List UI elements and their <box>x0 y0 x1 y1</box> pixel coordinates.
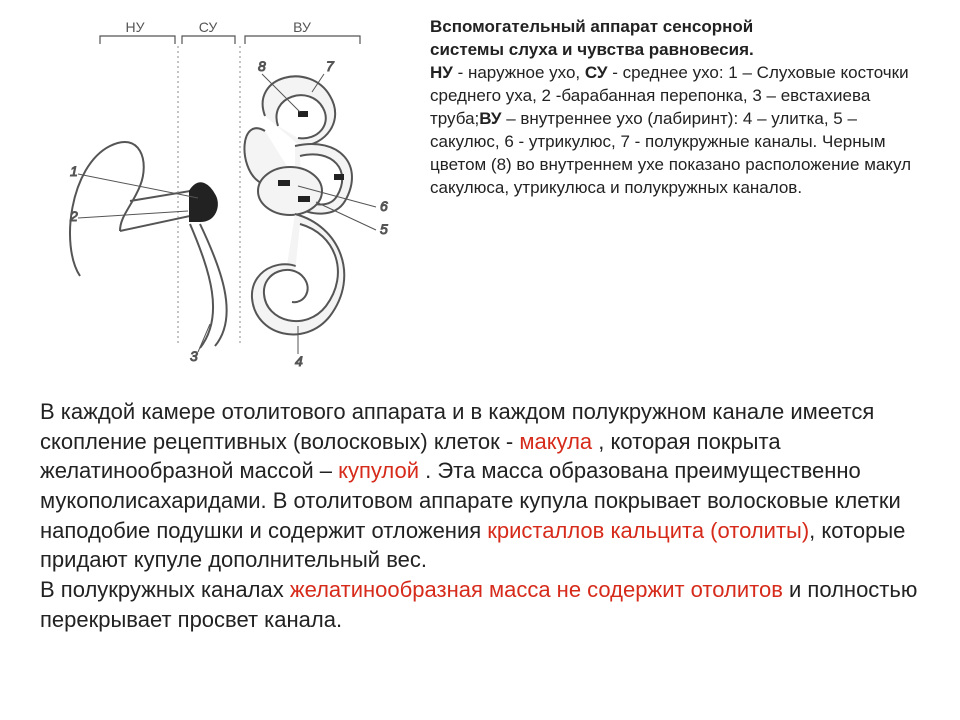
paragraph-2: В полукружных каналах желатинообразная м… <box>40 575 920 634</box>
ptr-6: 6 <box>380 198 388 214</box>
legend-abbr-su: СУ <box>585 63 608 82</box>
ptr-5: 5 <box>380 221 388 237</box>
top-row: НУ СУ ВУ <box>40 16 920 381</box>
term-macula: макула <box>519 429 592 454</box>
legend-vu-text: – внутреннее ухо (лабиринт): 4 – улитка,… <box>430 109 911 197</box>
ptr-8: 8 <box>258 58 266 74</box>
legend-title-2: системы слуха и чувства равновесия. <box>430 40 754 59</box>
ptr-7: 7 <box>326 58 335 74</box>
figure-legend: Вспомогательный аппарат сенсорной систем… <box>420 16 920 200</box>
ptr-4: 4 <box>295 353 303 369</box>
label-su: СУ <box>199 19 218 35</box>
legend-abbr-nu: НУ <box>430 63 453 82</box>
legend-abbr-vu: ВУ <box>479 109 501 128</box>
legend-title-1: Вспомогательный аппарат сенсорной <box>430 17 753 36</box>
ptr-3: 3 <box>190 348 198 364</box>
term-cupula: купулой <box>338 458 419 483</box>
slide: НУ СУ ВУ <box>0 0 960 720</box>
ptr-2: 2 <box>69 208 78 224</box>
ear-diagram-svg: НУ СУ ВУ <box>40 16 420 376</box>
label-vu: ВУ <box>293 19 311 35</box>
ptr-1: 1 <box>70 163 78 179</box>
ear-diagram: НУ СУ ВУ <box>40 16 420 381</box>
term-no-otoliths: желатинообразная масса не содержит отоли… <box>290 577 783 602</box>
p2-seg-a: В полукружных каналах <box>40 577 290 602</box>
paragraph-1: В каждой камере отолитового аппарата и в… <box>40 397 920 575</box>
term-otoliths: кристаллов кальцита (отолиты) <box>487 518 809 543</box>
legend-nu-text: - наружное ухо, <box>453 63 585 82</box>
body-text: В каждой камере отолитового аппарата и в… <box>40 397 920 635</box>
label-nu: НУ <box>125 19 144 35</box>
